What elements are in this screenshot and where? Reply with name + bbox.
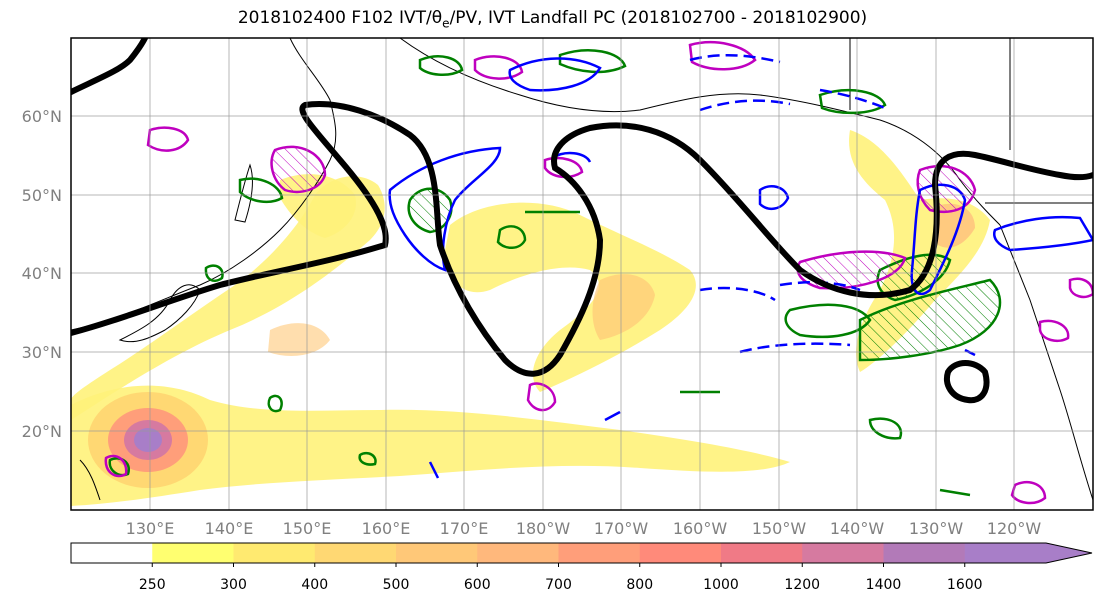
longitude-label: 140°E xyxy=(205,519,254,538)
coastlines xyxy=(71,38,1093,501)
colorbar-segment xyxy=(964,543,1047,563)
theta-e-northwest xyxy=(71,38,148,95)
map-grid xyxy=(71,38,1093,510)
pv-contour-12 xyxy=(818,89,887,115)
border-canada-internal xyxy=(849,38,1011,150)
pv-contour-5 xyxy=(496,225,527,249)
latitude-label: 50°N xyxy=(22,186,62,205)
colorbar-segment xyxy=(802,543,884,563)
longitude-labels: 130°E 140°E 150°E 160°E 170°E 180°W 170°W 160°W… xyxy=(126,519,1042,538)
blue-dashed-2 xyxy=(739,342,851,354)
blue-dashed-4 xyxy=(689,53,781,64)
latitude-label: 30°N xyxy=(22,343,62,362)
pv-contour-14 xyxy=(558,49,627,74)
colorbar-segment xyxy=(233,543,316,563)
theta-e-main-contour xyxy=(71,101,1093,377)
ivt-mid-orange-west xyxy=(268,323,330,356)
latitude-label: 40°N xyxy=(22,264,62,283)
blue-dashed-6 xyxy=(819,88,886,110)
coastline-sakhalin xyxy=(234,163,253,223)
colorbar-tick-label: 400 xyxy=(301,577,328,593)
map-frame xyxy=(70,37,1094,511)
longitude-label: 160°E xyxy=(362,519,411,538)
pv-positive-6 xyxy=(526,382,557,412)
blue-contour-5 xyxy=(758,185,790,211)
longitude-label: 170°E xyxy=(440,519,489,538)
ivt-typhoon-core xyxy=(134,428,162,452)
colorbar-segment xyxy=(883,543,966,563)
colorbar-extend-arrow xyxy=(1046,543,1092,563)
coastline-north-america xyxy=(999,224,1093,501)
coastline-philippines xyxy=(79,459,101,501)
longitude-label: 120°W xyxy=(987,519,1042,538)
colorbar-segment xyxy=(558,543,641,563)
colorbar-segment xyxy=(152,543,234,563)
colorbar-tick-label: 500 xyxy=(383,577,410,593)
colorbar-segment xyxy=(477,543,559,563)
pv-positive-contours xyxy=(104,41,1093,505)
longitude-label: 130°E xyxy=(126,519,175,538)
colorbar-segment xyxy=(314,543,397,563)
ivt-plume-west xyxy=(71,176,385,420)
pv-positive-5 xyxy=(543,156,584,179)
blue-contour-4 xyxy=(993,215,1093,252)
pv-positive-3 xyxy=(796,250,907,290)
longitude-label: 130°W xyxy=(909,519,964,538)
latitude-labels: 20°N 30°N 40°N 50°N 60°N xyxy=(22,107,62,441)
ivt-mid-orange xyxy=(592,274,655,340)
colorbar-segment xyxy=(721,543,803,563)
latitude-label: 20°N xyxy=(22,422,62,441)
colorbar-tick-label: 800 xyxy=(626,577,653,593)
ivt-colorbar: 250 300 400 500 600 700 800 1000 1200 1400 1600 xyxy=(70,542,1093,593)
latitude-label: 60°N xyxy=(22,107,62,126)
colorbar-tick-label: 1600 xyxy=(947,577,983,593)
colorbar-segment xyxy=(71,543,153,563)
longitude-label: 160°W xyxy=(673,519,728,538)
colorbar-outline xyxy=(70,542,1093,564)
figure-title: 2018102400 F102 IVT/θe/PV, IVT Landfall … xyxy=(237,8,868,31)
coastline-alaska xyxy=(399,38,1001,226)
ivt-tropical-band xyxy=(71,385,790,506)
longitude-label: 180°W xyxy=(516,519,571,538)
colorbar-tick-label: 250 xyxy=(139,577,166,593)
blue-contour-7 xyxy=(428,410,621,479)
pv-contour-2 xyxy=(858,278,1002,362)
longitude-label: 140°W xyxy=(830,519,885,538)
pv-contour-11 xyxy=(358,451,377,466)
pv-positive-9 xyxy=(688,41,757,71)
pv-contour-15 xyxy=(868,417,971,497)
colorbar-segment xyxy=(396,543,478,563)
theta-e-contours xyxy=(71,38,1093,404)
blue-dashed-1 xyxy=(699,286,776,302)
blue-contour-2 xyxy=(508,57,602,92)
pv-contour-6 xyxy=(238,177,284,204)
theta-e-ring xyxy=(944,360,990,404)
pv-contour-10 xyxy=(267,394,283,413)
blue-contour-3 xyxy=(910,183,967,296)
colorbar-tick-label: 1200 xyxy=(784,577,820,593)
pv-positive-10 xyxy=(473,55,524,80)
ivt-central-plume xyxy=(445,202,696,392)
coastline-east-asia xyxy=(71,38,337,331)
blue-dashed-5 xyxy=(699,99,791,112)
colorbar-segment xyxy=(639,543,722,563)
colorbar-tick-label: 1000 xyxy=(703,577,739,593)
ivt-coastal-orange xyxy=(935,203,975,248)
pv-contour-7 xyxy=(204,264,224,282)
longitude-label: 170°W xyxy=(594,519,649,538)
pv-contour-13 xyxy=(418,55,464,76)
longitude-label: 150°E xyxy=(283,519,332,538)
colorbar-tick-label: 1400 xyxy=(866,577,902,593)
longitude-label: 150°W xyxy=(752,519,807,538)
pv-contour-3 xyxy=(784,303,872,339)
colorbar-tick-label: 300 xyxy=(220,577,247,593)
colorbar-tick-label: 600 xyxy=(464,577,491,593)
colorbar-tick-label: 700 xyxy=(545,577,572,593)
pv-positive-11 xyxy=(104,454,128,478)
pv-positive-7 xyxy=(1010,481,1047,505)
pv-positive-2 xyxy=(146,126,190,152)
pv-positive-8 xyxy=(1038,319,1070,342)
